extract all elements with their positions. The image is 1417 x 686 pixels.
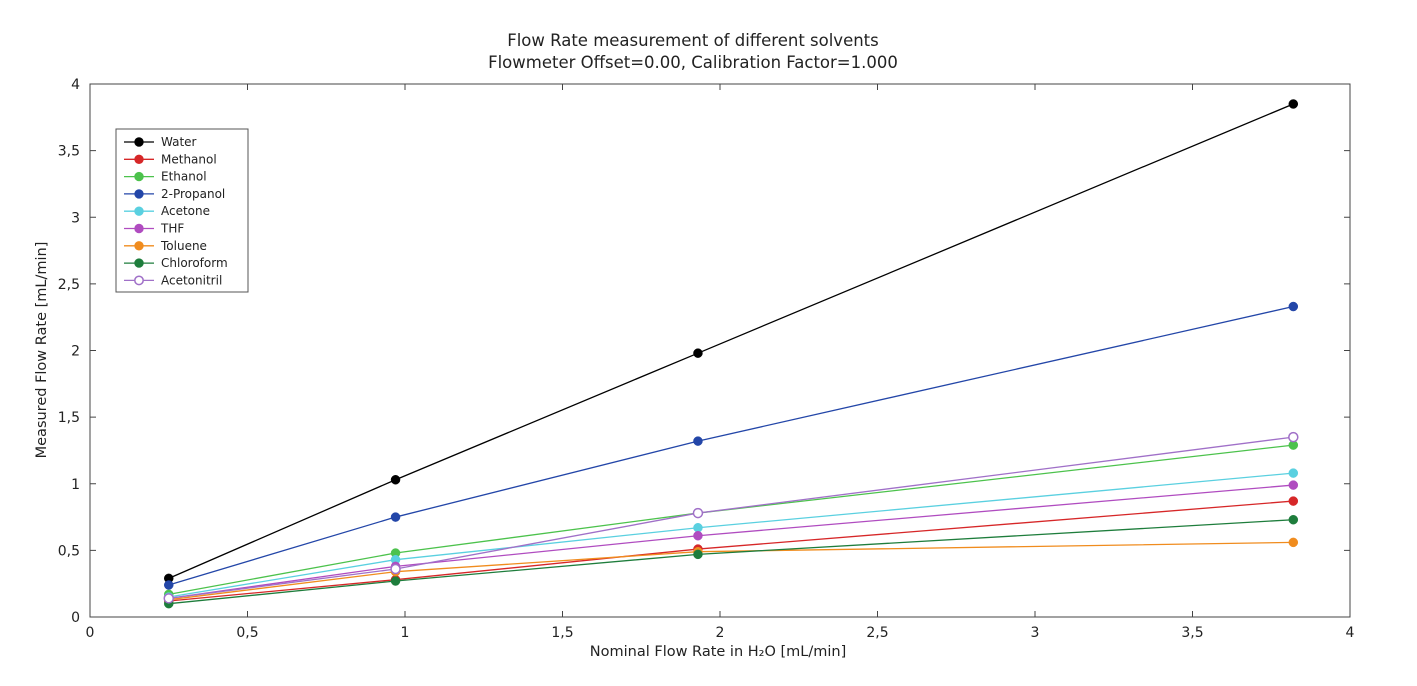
legend-item: Chloroform — [124, 256, 228, 270]
legend-label: Methanol — [161, 152, 217, 166]
series-line — [168, 500, 1294, 602]
y-axis-label: Measured Flow Rate [mL/min] — [34, 242, 50, 459]
x-tick-label: 1 — [401, 625, 410, 641]
legend-item: Acetonitril — [124, 273, 222, 287]
chart-title: Flow Rate measurement of different solve… — [507, 31, 879, 50]
y-tick-label: 0,5 — [58, 543, 80, 559]
legend-item: Ethanol — [124, 170, 207, 184]
legend: Water Methanol Ethanol 2-Propanol Acetone THF… — [115, 128, 249, 293]
legend-marker — [134, 171, 144, 182]
legend-label: Acetonitril — [161, 273, 222, 287]
y-axis-ticks: 0 0,5 1 1,5 2 2,5 3 3,5 4 — [58, 77, 1350, 626]
legend-item: Methanol — [124, 152, 217, 166]
series-acetone — [164, 468, 1299, 602]
data-point — [693, 436, 703, 446]
legend-marker — [134, 154, 144, 165]
legend-label: Ethanol — [161, 170, 207, 184]
series-line — [168, 444, 1294, 595]
data-point — [692, 507, 704, 519]
x-tick-label: 4 — [1346, 625, 1355, 641]
y-tick-label: 3 — [71, 210, 80, 226]
y-tick-label: 1 — [71, 477, 80, 493]
series-chloroform — [164, 514, 1299, 609]
legend-label: Toluene — [160, 239, 207, 253]
data-point — [1288, 468, 1299, 478]
legend-marker — [134, 137, 144, 147]
data-point — [693, 348, 703, 358]
y-tick-label: 0 — [71, 610, 80, 626]
series-line — [168, 305, 1294, 586]
data-point — [390, 576, 401, 586]
series-2-propanol — [164, 301, 1299, 590]
legend-label: THF — [160, 222, 184, 236]
legend-marker — [134, 206, 144, 216]
data-point — [1288, 99, 1299, 109]
x-tick-label: 2 — [716, 625, 725, 641]
x-axis-label: Nominal Flow Rate in H₂O [mL/min] — [590, 644, 846, 660]
legend-item: Water — [124, 135, 197, 149]
series-line — [168, 484, 1294, 599]
legend-item: THF — [124, 222, 184, 236]
y-tick-label: 4 — [71, 77, 80, 93]
data-point — [693, 522, 703, 533]
x-tick-label: 0,5 — [236, 625, 258, 641]
series-line — [168, 541, 1294, 601]
legend-marker — [134, 275, 144, 286]
legend-label: 2-Propanol — [161, 187, 225, 201]
data-point — [693, 549, 703, 560]
x-axis-ticks: 0 0,5 1 1,5 2 2,5 3 3,5 4 — [86, 84, 1355, 641]
legend-marker — [134, 241, 144, 251]
legend-label: Acetone — [161, 204, 210, 218]
y-tick-label: 1,5 — [58, 410, 80, 426]
data-point — [164, 580, 174, 590]
data-point — [1288, 537, 1299, 548]
chart-subtitle: Flowmeter Offset=0.00, Calibration Facto… — [488, 53, 898, 72]
x-tick-label: 3 — [1031, 625, 1040, 641]
x-tick-label: 0 — [86, 625, 95, 641]
series-ethanol — [164, 440, 1299, 600]
series-layer — [163, 99, 1299, 609]
series-acetonitril — [163, 431, 1299, 604]
x-tick-label: 1,5 — [551, 625, 573, 641]
data-point — [1288, 514, 1299, 525]
legend-item: 2-Propanol — [124, 187, 225, 201]
series-line — [168, 519, 1294, 605]
series-water — [164, 99, 1299, 584]
data-point — [390, 563, 401, 575]
legend-marker — [134, 189, 144, 199]
x-tick-label: 3,5 — [1181, 625, 1203, 641]
plot-frame — [89, 83, 1351, 618]
y-tick-label: 2 — [71, 344, 80, 360]
data-point — [163, 593, 174, 604]
data-point — [693, 530, 703, 541]
series-line — [168, 103, 1294, 579]
data-point — [1288, 301, 1299, 312]
data-point — [390, 475, 401, 485]
series-line — [168, 472, 1294, 598]
legend-label: Chloroform — [161, 256, 228, 270]
x-tick-label: 2,5 — [866, 625, 888, 641]
data-point — [390, 512, 401, 522]
y-tick-label: 3,5 — [58, 144, 80, 160]
legend-item: Acetone — [124, 204, 210, 218]
data-point — [1288, 496, 1299, 506]
legend-marker — [134, 223, 144, 234]
data-point — [1288, 480, 1299, 490]
legend-marker — [134, 258, 144, 268]
series-line — [168, 436, 1294, 599]
legend-item: Toluene — [124, 239, 207, 253]
legend-label: Water — [161, 135, 197, 149]
y-tick-label: 2,5 — [58, 277, 80, 293]
data-point — [1288, 431, 1299, 443]
